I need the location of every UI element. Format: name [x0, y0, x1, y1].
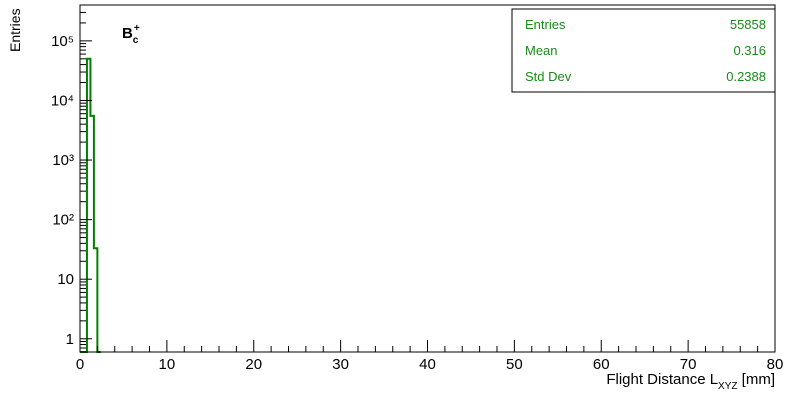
x-tick-label: 20: [245, 356, 262, 373]
x-tick-label: 70: [680, 356, 697, 373]
x-tick-label: 0: [76, 356, 84, 373]
particle-label: B+ c: [122, 23, 140, 46]
x-tick-label: 10: [159, 356, 176, 373]
x-axis-label: Flight Distance LXYZ [mm]: [606, 371, 775, 392]
x-tick-label: 80: [767, 356, 784, 373]
stats-mean-value: 0.316: [733, 43, 766, 58]
stats-mean-label: Mean: [525, 43, 558, 58]
ticks: 0 10 20 30 40 50 60 70 80 1 10 10² 10³ 10⁴ 10⁵: [51, 4, 784, 373]
histogram-line: [80, 57, 101, 353]
stats-stddev-value: 0.2388: [726, 69, 766, 84]
x-tick-label: 30: [332, 356, 349, 373]
y-tick-label: 10³: [52, 152, 74, 169]
stats-box: Entries 55858 Mean 0.316 Std Dev 0.2388: [511, 8, 776, 93]
y-tick-label: 10: [57, 271, 74, 288]
x-tick-label: 40: [419, 356, 436, 373]
y-tick-label: 1: [66, 331, 74, 348]
x-tick-label: 50: [506, 356, 523, 373]
y-tick-label: 10⁵: [51, 33, 74, 50]
x-tick-label: 60: [593, 356, 610, 373]
stats-entries-value: 55858: [730, 17, 766, 32]
y-axis-label: Entries: [7, 8, 23, 52]
stats-stddev-label: Std Dev: [525, 69, 572, 84]
y-tick-label: 10⁴: [51, 92, 74, 109]
stats-entries-label: Entries: [525, 17, 566, 32]
y-tick-label: 10²: [52, 212, 74, 229]
particle-sup: +: [134, 23, 140, 34]
particle-sub: c: [133, 35, 139, 46]
